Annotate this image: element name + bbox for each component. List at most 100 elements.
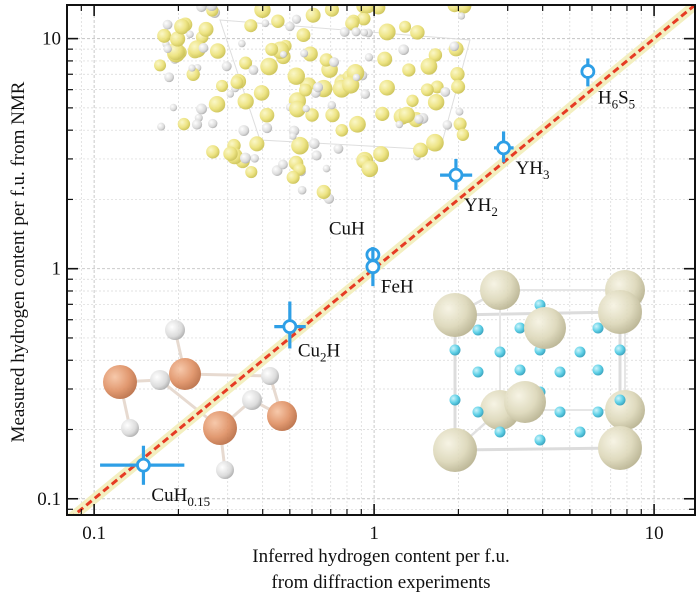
y-tick-label: 0.1 — [37, 489, 61, 510]
sulfur-atom — [206, 145, 220, 159]
hydrogen-atom — [472, 324, 484, 336]
hydrogen-atom — [311, 150, 322, 161]
point-label: CuH0.15 — [151, 485, 210, 509]
hydrogen-atom — [440, 86, 451, 97]
y-tick-label: 1 — [52, 259, 62, 280]
hydrogen-atom — [238, 125, 250, 136]
sulfur-atom — [230, 76, 244, 89]
sulfur-atom — [420, 83, 434, 97]
copper-atom — [103, 365, 137, 399]
hydrogen-atom — [592, 406, 604, 418]
yttrium-atom — [598, 290, 642, 334]
point-label: YH2 — [464, 195, 498, 219]
hydrogen-atom — [297, 185, 307, 195]
x-tick-label: 0.1 — [82, 523, 106, 544]
sulfur-atom — [286, 170, 300, 184]
sulfur-atom — [361, 160, 379, 178]
hydrogen-atom — [162, 19, 173, 30]
hydrogen-atom — [395, 120, 404, 129]
sulfur-atom — [349, 115, 366, 133]
sulfur-atom — [453, 117, 467, 131]
yttrium-atom — [524, 307, 566, 349]
hydrogen-atom — [494, 346, 506, 358]
sulfur-atom — [289, 100, 306, 118]
sulfur-atom — [316, 184, 331, 200]
sulfur-atom — [215, 79, 229, 92]
data-point-cu2H — [274, 301, 306, 349]
sulfur-atom — [166, 42, 185, 61]
hydrogen-atom — [472, 366, 484, 378]
yh3-structure-illustration — [433, 270, 645, 472]
hydrogen-atom — [250, 154, 259, 163]
sulfur-atom — [154, 59, 167, 72]
hydrogen-atom — [208, 118, 218, 129]
hydrogen-atom — [449, 41, 460, 52]
hydrogen-atom — [352, 73, 361, 82]
x-tick-label: 10 — [645, 523, 664, 544]
hydrogen-atom — [442, 120, 453, 130]
data-points — [100, 58, 596, 485]
sulfur-atom — [249, 136, 265, 152]
sulfur-atom — [260, 57, 278, 76]
hydrogen-atom — [449, 344, 461, 356]
sulfur-atom — [377, 51, 393, 67]
hydrogen-atom — [261, 19, 270, 28]
sulfur-atom — [426, 133, 444, 152]
marker — [365, 259, 381, 275]
x-tick-label: 1 — [369, 523, 379, 544]
cuh-structure-illustration — [103, 320, 297, 479]
sulfur-atom — [359, 5, 376, 14]
point-label: H6S5 — [598, 87, 635, 111]
copper-atom — [267, 401, 297, 431]
hydrogen-atom — [322, 164, 331, 173]
sulfur-atom — [259, 107, 275, 123]
marker — [448, 167, 464, 183]
hydrogen-atom — [514, 322, 526, 334]
hydrogen-atom — [554, 366, 566, 378]
reference-line — [67, 5, 695, 515]
point-label: CuH — [329, 219, 365, 240]
hydrogen-atom — [308, 138, 320, 149]
x-axis-label-line1: Inferred hydrogen content per f.u. — [252, 546, 509, 567]
sulfur-atom — [451, 79, 466, 94]
hydrogen-atom — [242, 390, 262, 410]
hydrogen-atom — [313, 82, 324, 93]
sulfur-atom — [287, 67, 305, 85]
hydrogen-atom — [574, 426, 586, 438]
hydrogen-atom — [157, 122, 166, 131]
hydrogen-atom — [592, 322, 604, 334]
hydrogen-atom — [196, 103, 207, 115]
hydrogen-atom — [592, 364, 604, 376]
hydrogen-atom — [278, 159, 288, 170]
hydrogen-atom — [534, 434, 546, 446]
hydrogen-atom — [449, 394, 461, 406]
sulfur-atom — [198, 21, 214, 37]
hydrogen-atom — [196, 5, 207, 13]
hydrogen-atom — [198, 43, 209, 53]
h6s5-structure-illustration — [154, 5, 472, 204]
sulfur-atom — [430, 80, 444, 94]
hydrogen-atom — [514, 364, 526, 376]
sulfur-atom — [379, 79, 395, 96]
y-axis-label: Measured hydrogen content per f.u. from … — [8, 81, 29, 442]
hydrogen-atom — [302, 104, 310, 113]
hydrogen-atom — [339, 27, 350, 37]
axes: 0.1 1 10 0.1 1 10 — [37, 5, 695, 544]
hydrogen-atom — [150, 370, 170, 390]
y-tick-label: 10 — [42, 29, 61, 50]
hydrogen-atom — [206, 5, 218, 11]
hydrogen-atom — [216, 461, 234, 479]
point-labels: CuH0.15 Cu2H CuH FeH YH2 YH3 H6S5 — [151, 87, 635, 509]
hydrogen-atom — [248, 65, 259, 75]
hydrogen-atom — [289, 132, 297, 140]
sulfur-atom — [399, 20, 412, 33]
hydrogen-atom — [188, 64, 196, 72]
sulfur-atom — [450, 67, 465, 82]
x-axis-label-line2: from diffraction experiments — [271, 572, 490, 593]
hydrogen-atom — [165, 320, 185, 340]
crystal-illustrations — [103, 5, 645, 479]
sulfur-atom — [427, 94, 445, 111]
sulfur-atom — [406, 94, 419, 107]
yttrium-atom — [480, 270, 520, 310]
